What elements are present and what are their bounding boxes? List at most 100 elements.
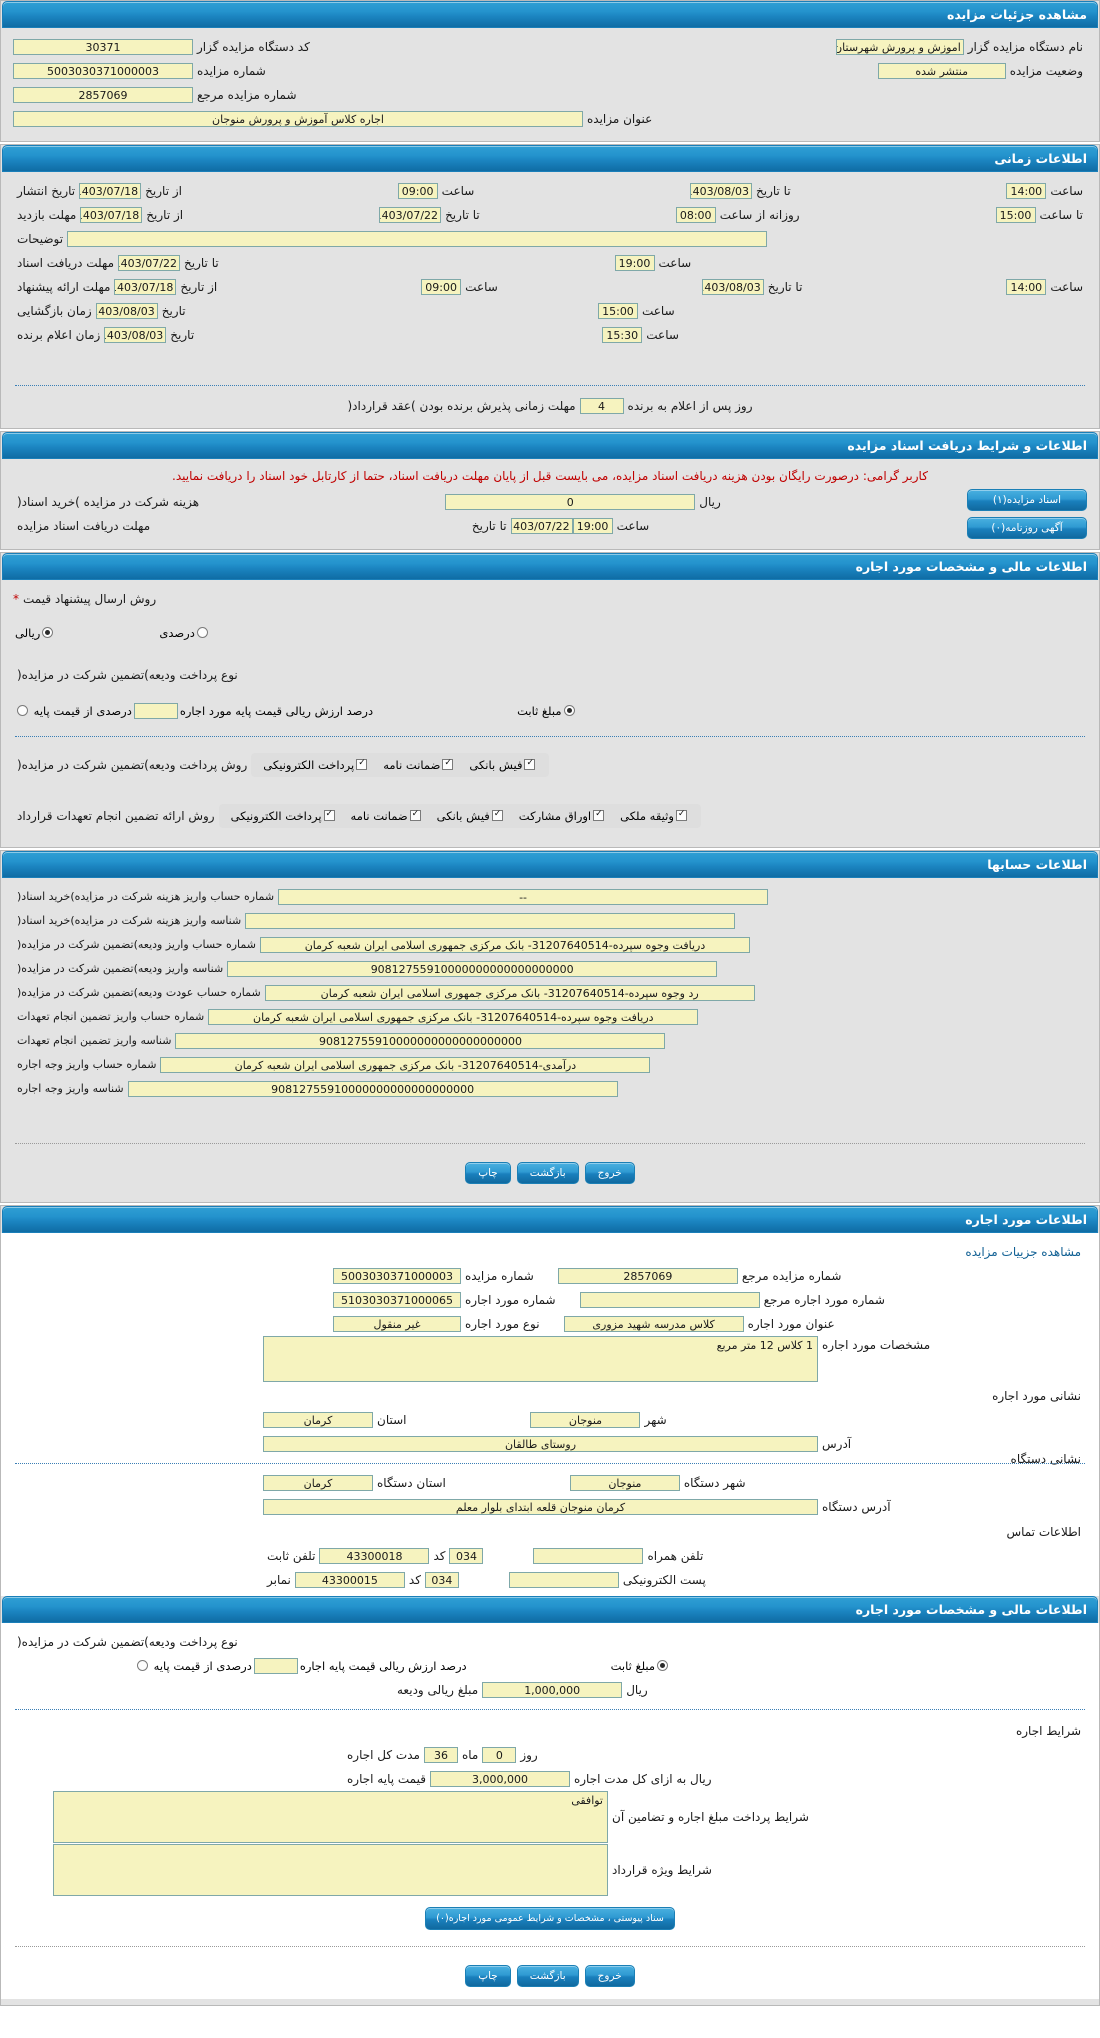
attachments-documents-button[interactable]: سناد پیوستی ، مشخصات و شرایط عمومی مورد … xyxy=(425,1907,675,1930)
account-value[interactable] xyxy=(245,912,736,929)
field-accept-days[interactable]: 4 xyxy=(579,397,624,414)
field-tel[interactable]: 43300018 xyxy=(319,1547,430,1564)
checkbox-guarantee-letter-icon[interactable] xyxy=(442,759,454,770)
print-button-bottom[interactable]: چاپ xyxy=(465,1965,511,1987)
field-visit-daily-time[interactable]: 08:00 xyxy=(675,206,716,223)
guarantee-method-participation-bonds[interactable]: اوراق مشارکت xyxy=(517,809,608,823)
radio-percent-icon[interactable] xyxy=(196,626,208,638)
field-winner-time[interactable]: 15:30 xyxy=(602,326,643,343)
field-rental-ref-item[interactable] xyxy=(579,1291,760,1308)
account-value[interactable]: رد وجوه سپرده-31207640514- بانک مرکزی جم… xyxy=(264,984,755,1001)
field-docs-to-time[interactable]: 19:00 xyxy=(614,254,655,271)
account-value[interactable]: درآمدی-31207640514- بانک مرکزی جمهوری اس… xyxy=(160,1056,651,1073)
option-rial[interactable]: ریالی xyxy=(13,626,57,640)
field-time-notes[interactable] xyxy=(67,230,768,247)
field-rental-city[interactable]: منوجان xyxy=(530,1411,641,1428)
option-percent-of-base-label-wrap[interactable]: درصدی از قیمت پایه xyxy=(13,704,134,718)
exit-button-top[interactable]: خروج xyxy=(584,1162,635,1184)
field-org-name[interactable]: اموزش و پرورش شهرستان xyxy=(835,38,964,55)
field-payment-terms[interactable]: توافقی xyxy=(53,1791,608,1843)
checkbox-bank-receipt-icon[interactable] xyxy=(524,759,536,770)
field-fax[interactable]: 43300015 xyxy=(294,1571,405,1588)
rental-option-percent-of-base[interactable]: درصدی از قیمت پایه xyxy=(133,1659,254,1673)
guarantee-method-property-deed[interactable]: وثیقه ملکی xyxy=(618,809,691,823)
account-value[interactable]: -- xyxy=(278,888,769,905)
guarantee-method-electronic[interactable]: پرداخت الکترونیکی xyxy=(229,809,339,823)
checkbox-electronic-payment-icon[interactable] xyxy=(356,759,368,770)
field-base-price[interactable]: 3,000,000 xyxy=(429,1770,570,1787)
field-auction-ref[interactable]: 2857069 xyxy=(13,86,193,103)
field-publish-to-date[interactable]: 1403/08/03 xyxy=(689,182,752,199)
field-rental-ref-auction[interactable]: 2857069 xyxy=(557,1267,738,1284)
field-auction-number[interactable]: 5003030371000003 xyxy=(13,62,193,79)
field-offer-to-date[interactable]: 1403/08/03 xyxy=(701,278,764,295)
account-value[interactable]: دریافت وجوه سپرده-31207640514- بانک مرکز… xyxy=(208,1008,699,1025)
checkbox-guarantee-electronic-icon[interactable] xyxy=(323,810,335,821)
option-percent-of-base[interactable]: درصد ارزش ریالی قیمت پایه مورد اجاره xyxy=(178,704,375,718)
newspaper-ad-button[interactable]: آگهی روزنامه(۰) xyxy=(967,517,1087,539)
guarantee-method-bank-receipt[interactable]: فیش بانکی xyxy=(435,809,507,823)
field-deposit-percent[interactable] xyxy=(133,702,178,719)
field-docs-deadline-date[interactable]: 1403/07/22 xyxy=(510,517,573,534)
account-value[interactable]: دریافت وجوه سپرده-31207640514- بانک مرکز… xyxy=(259,936,750,953)
checkbox-guarantee-bank-receipt-icon[interactable] xyxy=(491,810,503,821)
deposit-method-bank-receipt[interactable]: فیش بانکی xyxy=(467,758,539,772)
radio-fixed-amount-icon[interactable] xyxy=(563,704,575,716)
guarantee-method-guarantee-letter[interactable]: ضمانت نامه xyxy=(349,809,425,823)
auction-documents-button[interactable]: اسناد مزایده(۱) xyxy=(967,489,1087,511)
checkbox-participation-bonds-icon[interactable] xyxy=(593,810,605,821)
field-email[interactable] xyxy=(508,1571,619,1588)
field-special-terms[interactable] xyxy=(53,1844,608,1896)
field-rental-item-type[interactable]: غیر منقول xyxy=(333,1315,461,1332)
field-opening-date[interactable]: 1403/08/03 xyxy=(95,302,158,319)
field-publish-from-date[interactable]: 1403/07/18 xyxy=(79,182,142,199)
checkbox-property-deed-icon[interactable] xyxy=(675,810,687,821)
checkbox-guarantee-letter-2-icon[interactable] xyxy=(409,810,421,821)
field-rental-auction-number[interactable]: 5003030371000003 xyxy=(333,1267,461,1284)
field-duration-days[interactable]: 0 xyxy=(482,1746,517,1763)
back-button-bottom[interactable]: بازگشت xyxy=(516,1965,579,1987)
field-offer-to-time[interactable]: 14:00 xyxy=(1006,278,1047,295)
print-button-top[interactable]: چاپ xyxy=(465,1162,511,1184)
option-fixed-amount[interactable]: مبلغ ثابت xyxy=(515,704,578,718)
field-mobile[interactable] xyxy=(533,1547,644,1564)
field-fax-code[interactable]: 034 xyxy=(424,1571,459,1588)
radio-rental-fixed-amount-icon[interactable] xyxy=(657,1659,669,1671)
field-publish-to-time[interactable]: 14:00 xyxy=(1006,182,1047,199)
field-rental-item-title[interactable]: کلاس مدرسه شهید مزوری xyxy=(563,1315,744,1332)
field-tel-code[interactable]: 034 xyxy=(449,1547,484,1564)
field-winner-date[interactable]: 1403/08/03 xyxy=(104,326,167,343)
account-value[interactable]: 90812755910000000000000000000 xyxy=(227,960,718,977)
field-rental-deposit-percent[interactable] xyxy=(253,1657,298,1674)
field-org-code[interactable]: 30371 xyxy=(13,38,193,55)
deposit-method-electronic[interactable]: پرداخت الکترونیکی xyxy=(261,758,371,772)
field-org-address[interactable]: کرمان منوجان قلعه ابتدای بلوار معلم xyxy=(263,1498,818,1515)
radio-percent-of-base-icon[interactable] xyxy=(17,704,28,716)
field-rental-item-number[interactable]: 5103030371000065 xyxy=(333,1291,461,1308)
account-value[interactable]: 90812755910000000000000000000 xyxy=(175,1032,666,1049)
field-visit-to-date[interactable]: 1403/07/22 xyxy=(379,206,442,223)
field-publish-from-time[interactable]: 09:00 xyxy=(397,182,438,199)
field-visit-from-date[interactable]: 1403/07/18 xyxy=(80,206,143,223)
field-auction-title[interactable]: اجاره کلاس آموزش و پرورش منوجان xyxy=(13,110,583,127)
field-docs-deadline-time[interactable]: 19:00 xyxy=(572,517,613,534)
deposit-method-guarantee-letter[interactable]: ضمانت نامه xyxy=(381,758,457,772)
exit-button-bottom[interactable]: خروج xyxy=(584,1965,635,1987)
field-org-province[interactable]: کرمان xyxy=(263,1474,373,1491)
field-offer-from-time[interactable]: 09:00 xyxy=(421,278,462,295)
field-visit-until-time[interactable]: 15:00 xyxy=(995,206,1036,223)
field-duration-months[interactable]: 36 xyxy=(423,1746,458,1763)
field-rental-address[interactable]: روستای طالقان xyxy=(263,1435,818,1452)
option-percent[interactable]: درصدی xyxy=(157,626,211,640)
radio-rial-icon[interactable] xyxy=(42,626,54,638)
back-button-top[interactable]: بازگشت xyxy=(516,1162,579,1184)
field-offer-from-date[interactable]: 1403/07/18 xyxy=(114,278,177,295)
field-rental-province[interactable]: کرمان xyxy=(263,1411,373,1428)
field-org-city[interactable]: منوجان xyxy=(569,1474,680,1491)
field-rental-specs[interactable]: 1 کلاس 12 متر مربع xyxy=(263,1336,818,1382)
field-opening-time[interactable]: 15:00 xyxy=(597,302,638,319)
account-value[interactable]: 90812755910000000000000000000 xyxy=(127,1080,618,1097)
radio-rental-percent-of-base-icon[interactable] xyxy=(137,1659,148,1671)
field-auction-status[interactable]: منتشر شده xyxy=(877,62,1006,79)
rental-option-fixed-amount[interactable]: مبلغ ثابت xyxy=(609,1659,672,1673)
